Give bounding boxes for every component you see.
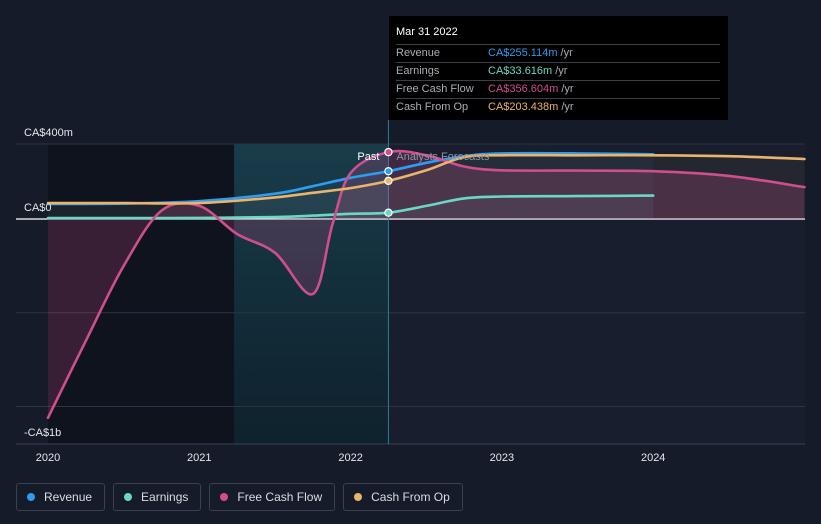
tooltip-label: Cash From Op <box>396 101 469 113</box>
legend-label: Free Cash Flow <box>237 490 323 504</box>
past-label: Past <box>357 151 379 163</box>
tooltip-value: CA$255.114m <box>488 47 558 59</box>
legend-label: Earnings <box>141 490 189 504</box>
x-tick-label: 2024 <box>641 452 665 464</box>
legend-dot-icon <box>220 493 229 501</box>
marker-earnings <box>384 208 393 217</box>
tooltip-value: CA$356.604m <box>488 83 559 95</box>
y-axis-label: -CA$1b <box>24 427 61 439</box>
tooltip-row-free-cash-flow: Free Cash Flow CA$356.604m /yr <box>396 81 720 99</box>
tooltip-unit: /yr <box>560 47 573 59</box>
legend-item-cash-from-op[interactable]: Cash From Op <box>343 483 463 511</box>
legend-item-revenue[interactable]: Revenue <box>16 483 106 511</box>
tooltip-label: Earnings <box>396 65 440 77</box>
marker-cash-from-op <box>384 176 393 186</box>
x-tick-label: 2022 <box>338 452 362 464</box>
tooltip-date: Mar 31 2022 <box>396 24 720 45</box>
tooltip-row-cash-from-op: Cash From Op CA$203.438m /yr <box>396 99 720 116</box>
line-free-cash-flow <box>46 149 806 420</box>
legend-dot-icon <box>27 493 35 501</box>
marker-free-cash-flow <box>384 147 393 157</box>
x-tick-label: 2020 <box>36 452 60 464</box>
legend-dot-icon <box>124 493 133 501</box>
legend-dot-icon <box>354 493 363 501</box>
x-tick-label: 2023 <box>490 452 514 464</box>
tooltip: Mar 31 2022 Revenue CA$255.114m /yr Earn… <box>389 16 728 120</box>
tooltip-unit: /yr <box>561 83 574 95</box>
area-earnings <box>48 195 654 219</box>
tooltip-label: Revenue <box>396 47 441 59</box>
legend: Revenue Earnings Free Cash Flow Cash Fro… <box>16 483 463 511</box>
y-axis-label: CA$400m <box>24 127 73 139</box>
legend-label: Cash From Op <box>371 490 450 504</box>
y-axis-label: CA$0 <box>24 202 52 214</box>
legend-item-free-cash-flow[interactable]: Free Cash Flow <box>209 483 336 511</box>
line-cash-from-op <box>46 153 806 205</box>
tooltip-unit: /yr <box>561 101 574 113</box>
tooltip-row-earnings: Earnings CA$33.616m /yr <box>396 63 720 81</box>
tooltip-unit: /yr <box>555 65 568 77</box>
area-free-cash-flow <box>48 151 805 418</box>
marker-revenue <box>384 166 393 176</box>
tooltip-row-revenue: Revenue CA$255.114m /yr <box>396 45 720 63</box>
line-earnings <box>46 194 655 220</box>
tooltip-value: CA$33.616m <box>488 65 553 77</box>
tooltip-value: CA$203.438m <box>488 101 559 113</box>
forecast-region <box>388 144 805 444</box>
forecast-label: Analysts Forecasts <box>396 151 489 163</box>
legend-label: Revenue <box>44 490 93 504</box>
tooltip-label: Free Cash Flow <box>396 83 474 95</box>
legend-item-earnings[interactable]: Earnings <box>113 483 202 511</box>
x-tick-label: 2021 <box>187 452 211 464</box>
